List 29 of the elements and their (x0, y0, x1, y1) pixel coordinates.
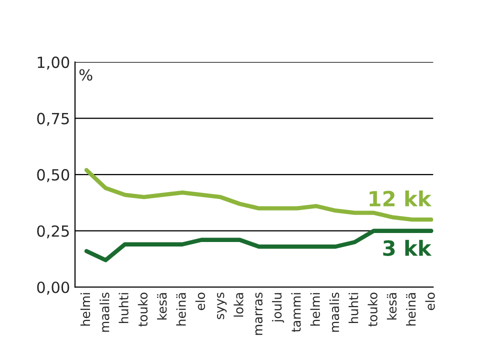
x-tick-label: loka (234, 293, 244, 317)
x-tick-label: heinä (406, 293, 416, 326)
y-tick-label: 0,50 (37, 169, 70, 182)
x-tick-label: syys (217, 292, 227, 320)
x-tick-label: maalis (329, 292, 340, 332)
x-tick-label: kesä (386, 293, 397, 320)
y-tick-label: 0,75 (37, 112, 69, 126)
x-tick-label: elo (195, 292, 206, 310)
x-tick-label: marras (255, 292, 263, 335)
x-tick-label: huhti (348, 293, 358, 323)
x-tick-label: helmi (80, 293, 90, 326)
x-tick-label: touko (368, 292, 378, 327)
x-tick-label: huhti (118, 293, 128, 323)
line-series (84, 168, 434, 222)
x-tick-label: tammi (291, 293, 301, 332)
series-label: 12 kk (370, 190, 432, 206)
x-tick-label: maalis (100, 292, 110, 332)
y-tick-label: 0,00 (37, 282, 70, 295)
y-tick-label: 1,00 (38, 56, 70, 70)
x-tick-label: helmi (310, 293, 320, 326)
x-tick-label: elo (425, 292, 435, 310)
y-tick-label: 0,25 (37, 225, 69, 238)
x-tick-label: touko (138, 292, 148, 327)
line-series (84, 228, 434, 262)
series-label: 3 kk (383, 240, 432, 256)
y-axis-title: % (79, 69, 92, 81)
x-tick-label: joulu (272, 293, 284, 323)
x-tick-label: heinä (176, 293, 186, 326)
x-tick-label: kesä (157, 293, 167, 320)
